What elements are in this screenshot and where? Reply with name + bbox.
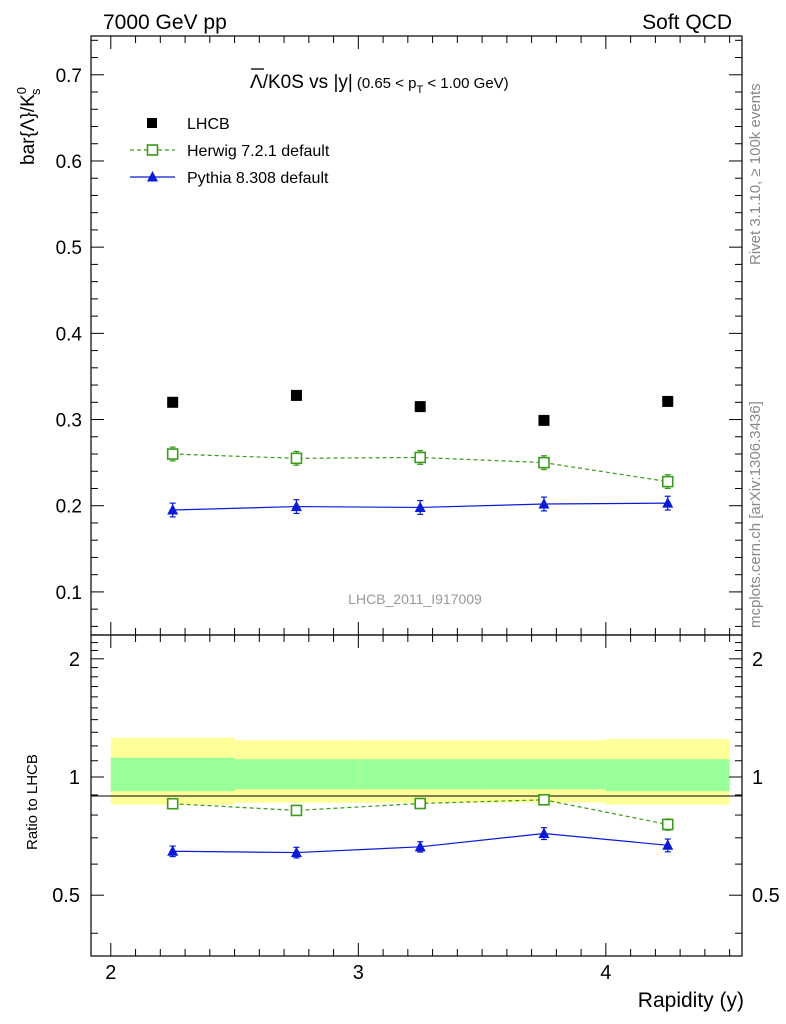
title-sub-b: T (416, 84, 423, 96)
pythia-point (167, 504, 179, 515)
data-point (538, 414, 550, 426)
ratio-band-inner (358, 759, 483, 790)
main-ytick-label: 0.7 (56, 66, 82, 87)
ratio-band-inner (482, 759, 606, 790)
header-energy-label: 7000 GeV pp (103, 11, 227, 34)
main-panel: 0.1 0.2 0.3 0.4 0.5 0.6 0.7 Λ/K0S vs |y| (0.65 … (14, 35, 743, 636)
ratio-ytick-label-left: 0.5 (52, 885, 80, 907)
main-ytick-label: 0.5 (56, 238, 82, 259)
data-point (167, 396, 179, 408)
title-sub-c: < 1.00 GeV) (423, 75, 508, 92)
pythia-point (538, 497, 550, 509)
title-lambda-bar: Λ (250, 72, 263, 93)
legend-marker-pythia (147, 171, 158, 182)
main-ylabel-sub: s (28, 88, 43, 95)
herwig-point (166, 448, 179, 460)
herwig-point (661, 475, 674, 488)
legend-marker-data (147, 118, 157, 128)
pythia-point (414, 501, 426, 512)
legend-label-data: LHCB (187, 116, 230, 133)
legend: LHCB Herwig 7.2.1 default Pythia 8.308 d… (130, 116, 330, 187)
main-axis-ticks: 0.1 0.2 0.3 0.4 0.5 0.6 0.7 (56, 36, 742, 635)
herwig-ratio-point (414, 797, 427, 810)
main-ylabel-sup: 0 (14, 87, 29, 94)
ratio-frame (90, 634, 743, 957)
ratio-ylabel: Ratio to LHCB (24, 754, 41, 850)
main-data-marks (166, 389, 674, 518)
ratio-data-marks (166, 793, 674, 859)
rivet-version-label: Rivet 3.1.10, ≥ 100k events (747, 83, 764, 265)
xtick-label: 3 (353, 962, 364, 984)
title-main-text: /K0S vs |y| (263, 72, 353, 93)
ratio-uncertainty-bands (110, 737, 730, 805)
pythia-ratio-point (167, 845, 179, 856)
xaxis-label: Rapidity (y) (638, 989, 744, 1012)
legend-marker-herwig (146, 144, 159, 156)
data-point (290, 389, 302, 401)
legend-label-pythia: Pythia 8.308 default (187, 170, 329, 187)
pythia-ratio-point (662, 839, 674, 850)
herwig-point (414, 451, 427, 464)
ratio-band-inner (234, 759, 359, 790)
xtick-label: 2 (105, 962, 116, 984)
header-category-label: Soft QCD (642, 11, 732, 34)
xtick-label: 4 (600, 962, 611, 984)
main-ytick-label: 0.3 (56, 411, 82, 432)
title-sub-a: (0.65 < p (357, 75, 417, 92)
herwig-ratio-point (538, 793, 550, 806)
ratio-ytick-label-right: 2 (752, 649, 763, 671)
herwig-ratio-point (661, 818, 674, 831)
source-reference-label: mcplots.cern.ch [arXiv:1306.3436] (747, 401, 764, 628)
herwig-ratio-point (290, 804, 303, 817)
analysis-watermark: LHCB_2011_I917009 (348, 591, 482, 607)
ratio-panel: 0.5 0.5 1 1 2 2 2 3 4 Ratio to LHCB Rapidity (y) (24, 634, 780, 1012)
ratio-ytick-label-right: 0.5 (752, 885, 780, 907)
data-point (414, 401, 426, 413)
herwig-point (538, 456, 550, 469)
pythia-point (290, 500, 302, 512)
legend-label-herwig: Herwig 7.2.1 default (187, 143, 330, 160)
main-ytick-label: 0.6 (56, 152, 82, 173)
main-ytick-label: 0.1 (56, 583, 82, 604)
pythia-point (662, 497, 674, 508)
main-ylabel: bar{Λ}/K0s (14, 87, 43, 165)
ratio-ytick-label-right: 1 (752, 767, 763, 789)
ratio-ytick-label-left: 2 (69, 649, 80, 671)
ratio-ytick-label-left: 1 (69, 767, 80, 789)
main-ytick-label: 0.2 (56, 497, 82, 518)
main-title: Λ/K0S vs |y| (0.65 < pT < 1.00 GeV) (250, 72, 509, 96)
main-ylabel-base: bar{Λ}/K (18, 94, 39, 165)
ratio-band-inner (605, 759, 730, 792)
pythia-ratio-point (290, 846, 302, 858)
pythia-ratio-point (414, 840, 426, 852)
pythia-ratio-point (538, 827, 550, 838)
herwig-point (290, 452, 303, 465)
data-point (662, 395, 674, 407)
main-ytick-label: 0.4 (56, 324, 83, 345)
ratio-axis-ticks: 0.5 0.5 1 1 2 2 2 3 4 (52, 635, 780, 984)
herwig-ratio-point (166, 797, 179, 810)
ratio-band-inner (110, 757, 235, 792)
